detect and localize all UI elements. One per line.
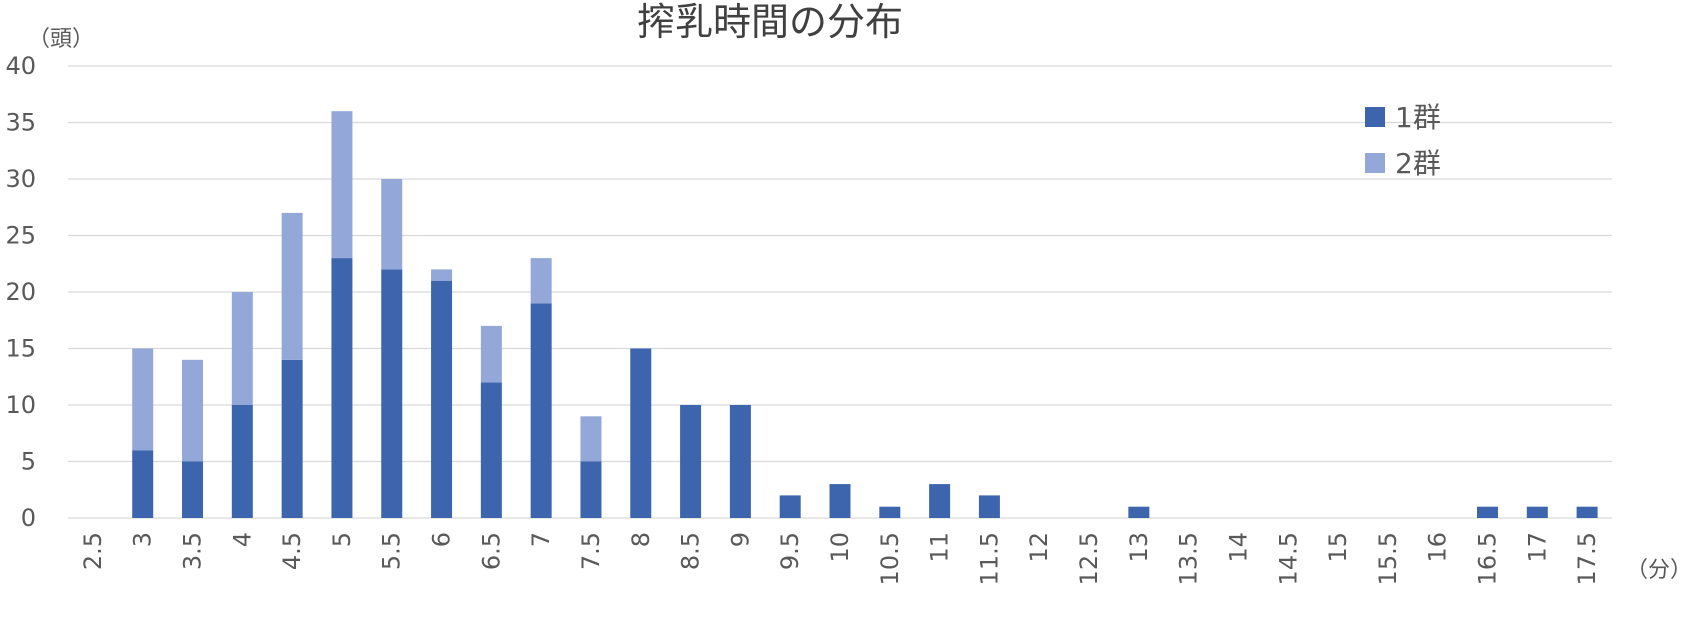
- bar-series1-4: [231, 405, 253, 518]
- bar-series2-4.5: [281, 212, 303, 360]
- x-tick-label: 17: [1523, 532, 1551, 563]
- x-tick-label: 11.5: [975, 532, 1003, 585]
- bar-series1-16.5: [1476, 506, 1498, 518]
- y-tick-label: 15: [5, 335, 36, 363]
- bar-series1-13: [1128, 506, 1150, 518]
- bar-series1-5: [331, 258, 353, 518]
- x-tick-label: 3: [129, 532, 157, 547]
- legend-label-1: 1群: [1395, 101, 1441, 134]
- bar-series1-6.5: [480, 382, 502, 518]
- bar-series2-6.5: [480, 325, 502, 383]
- chart-title: 搾乳時間の分布: [637, 0, 903, 44]
- x-tick-label: 12.5: [1075, 532, 1103, 585]
- bar-series1-10: [829, 484, 851, 518]
- x-tick-label: 5.5: [378, 532, 406, 570]
- bar-series2-5.5: [381, 179, 403, 270]
- bar-series1-11: [929, 484, 951, 518]
- bar-series1-7.5: [580, 461, 602, 518]
- bar-series2-4: [231, 292, 253, 405]
- bar-series1-9: [729, 405, 751, 518]
- x-axis-ticks: 2.5 3 3.5 4 4.5 5 5.5 6 6.5 7 7.5 8 8.5 9 9.5 10 10.5 11 1…: [79, 532, 1601, 585]
- bar-series1-10.5: [879, 506, 901, 518]
- x-tick-label: 15.5: [1374, 532, 1402, 585]
- x-tick-label: 9: [726, 532, 754, 547]
- bar-series1-8.5: [680, 405, 702, 518]
- bar-series1-3: [132, 450, 154, 518]
- bar-series1-3.5: [182, 461, 204, 518]
- bar-series2-6: [431, 269, 453, 281]
- y-tick-label: 35: [5, 109, 36, 137]
- y-tick-label: 0: [21, 504, 36, 532]
- legend-label-2: 2群: [1395, 147, 1441, 180]
- x-tick-label: 13: [1125, 532, 1153, 563]
- legend-swatch-2: [1365, 153, 1385, 173]
- y-axis-ticks: 0 5 10 15 20 25 30 35 40: [5, 52, 36, 532]
- x-tick-label: 6: [428, 532, 456, 547]
- x-tick-label: 10.5: [876, 532, 904, 585]
- bar-series1-4.5: [281, 359, 303, 518]
- bar-series1-9.5: [779, 495, 801, 518]
- x-tick-label: 7.5: [577, 532, 605, 570]
- bar-series2-3.5: [182, 359, 204, 462]
- x-tick-label: 16.5: [1473, 532, 1501, 585]
- legend-swatch-1: [1365, 107, 1385, 127]
- bar-series1-11.5: [978, 495, 1000, 518]
- bar-series2-7: [530, 258, 552, 304]
- x-tick-label: 15: [1324, 532, 1352, 563]
- x-tick-label: 14.5: [1274, 532, 1302, 585]
- x-tick-label: 16: [1424, 532, 1452, 563]
- y-tick-label: 25: [5, 222, 36, 250]
- bar-series1-8: [630, 348, 652, 518]
- bar-series1-5.5: [381, 269, 403, 518]
- y-axis-unit: （頭）: [28, 27, 94, 52]
- y-tick-label: 40: [5, 52, 36, 80]
- x-tick-label: 8: [627, 532, 655, 547]
- bar-series1-17: [1526, 506, 1548, 518]
- x-tick-label: 12: [1025, 532, 1053, 563]
- x-tick-label: 4.5: [278, 532, 306, 570]
- bar-series2-7.5: [580, 416, 602, 462]
- x-tick-label: 17.5: [1573, 532, 1601, 585]
- x-tick-label: 2.5: [79, 532, 107, 570]
- x-tick-label: 8.5: [677, 532, 705, 570]
- bar-series2-3: [132, 348, 154, 451]
- y-tick-label: 30: [5, 165, 36, 193]
- x-tick-label: 13.5: [1175, 532, 1203, 585]
- x-tick-label: 6.5: [477, 532, 505, 570]
- bars: [132, 111, 1598, 518]
- x-tick-label: 7: [527, 532, 555, 547]
- y-tick-label: 10: [5, 391, 36, 419]
- x-axis-unit: （分）: [1626, 558, 1687, 583]
- bar-series1-17.5: [1576, 506, 1598, 518]
- x-tick-label: 10: [826, 532, 854, 563]
- x-tick-label: 5: [328, 532, 356, 547]
- x-tick-label: 3.5: [179, 532, 207, 570]
- bar-series1-6: [431, 280, 453, 518]
- y-tick-label: 5: [21, 448, 36, 476]
- y-tick-label: 20: [5, 278, 36, 306]
- bar-series2-5: [331, 111, 353, 259]
- gridlines: [68, 65, 1612, 519]
- x-tick-label: 14: [1224, 532, 1252, 563]
- x-tick-label: 9.5: [776, 532, 804, 570]
- x-tick-label: 11: [926, 532, 954, 563]
- bar-series1-7: [530, 303, 552, 518]
- x-tick-label: 4: [228, 532, 256, 547]
